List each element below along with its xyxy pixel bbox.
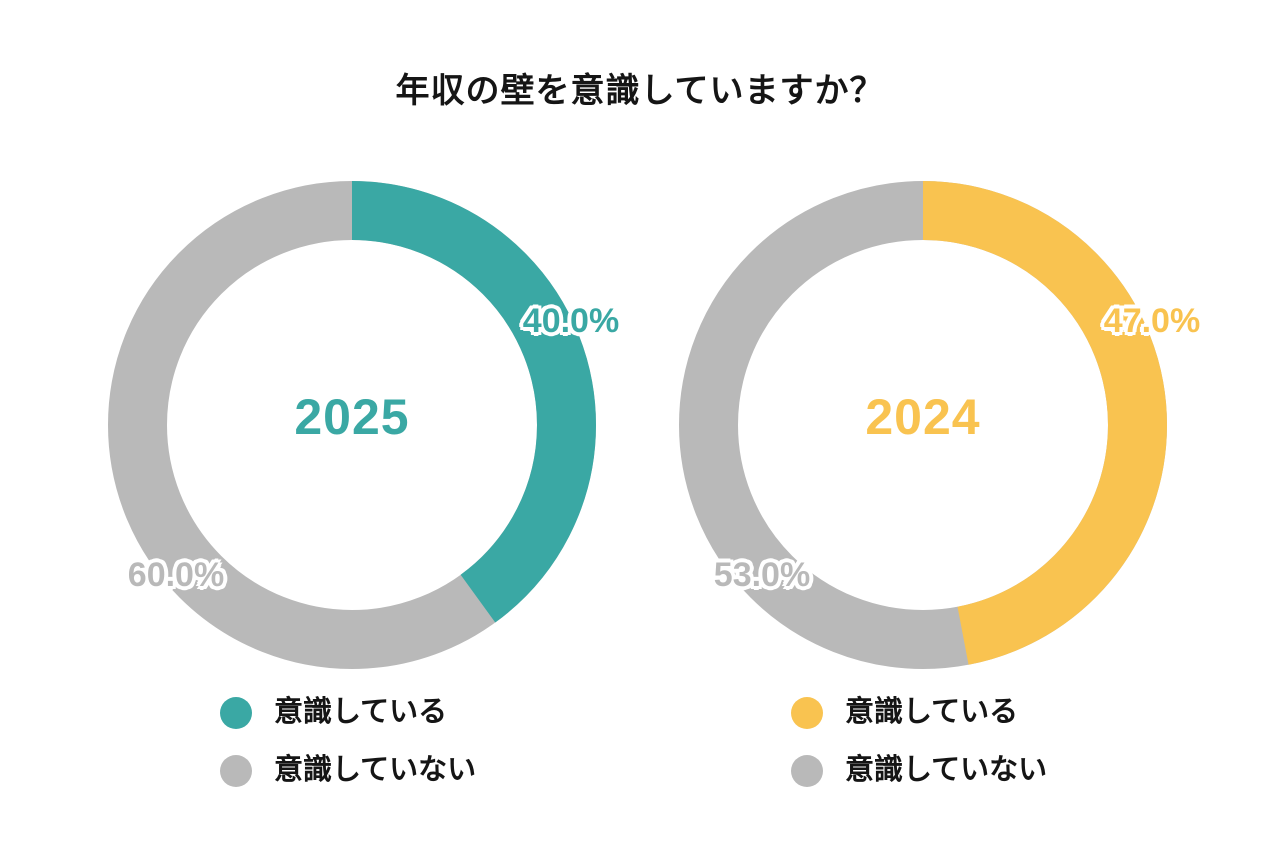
legend-item-aware: 意識している: [220, 696, 476, 729]
legend-swatch-unaware-icon: [220, 755, 252, 787]
chart-title: 年収の壁を意識していますか？: [395, 72, 885, 110]
donut-chart-2024: 2024 47.0% 53.0% 意識している 意識していない: [679, 181, 1200, 841]
center-year-label-2025: 2025: [294, 389, 410, 445]
donut-chart-2025: 2025 40.0% 60.0% 意識している 意識していない: [108, 181, 619, 841]
legend-label-unaware: 意識していない: [274, 754, 477, 787]
legend-swatch-unaware-icon: [791, 755, 823, 787]
segment-value-label-aware-2024: 47.0%: [1103, 302, 1201, 340]
segment-value-label-unaware-2025: 60.0%: [127, 556, 225, 594]
legend-item-aware: 意識している: [791, 696, 1047, 729]
legend-2025: 意識している 意識していない: [220, 696, 477, 787]
center-year-label-2024: 2024: [865, 389, 981, 445]
segment-value-label-aware-2025: 40.0%: [522, 302, 620, 340]
donut-ring-2025: [108, 181, 596, 669]
legend-swatch-aware-icon: [791, 697, 823, 729]
segment-value-label-unaware-2024: 53.0%: [713, 556, 811, 594]
legend-label-unaware: 意識していない: [845, 754, 1048, 787]
legend-swatch-aware-icon: [220, 697, 252, 729]
legend-label-aware: 意識している: [274, 696, 448, 729]
legend-2024: 意識している 意識していない: [791, 696, 1048, 787]
donut-ring-2024: [679, 181, 1167, 669]
legend-item-unaware: 意識していない: [220, 754, 477, 787]
legend-label-aware: 意識している: [845, 696, 1019, 729]
legend-item-unaware: 意識していない: [791, 754, 1048, 787]
